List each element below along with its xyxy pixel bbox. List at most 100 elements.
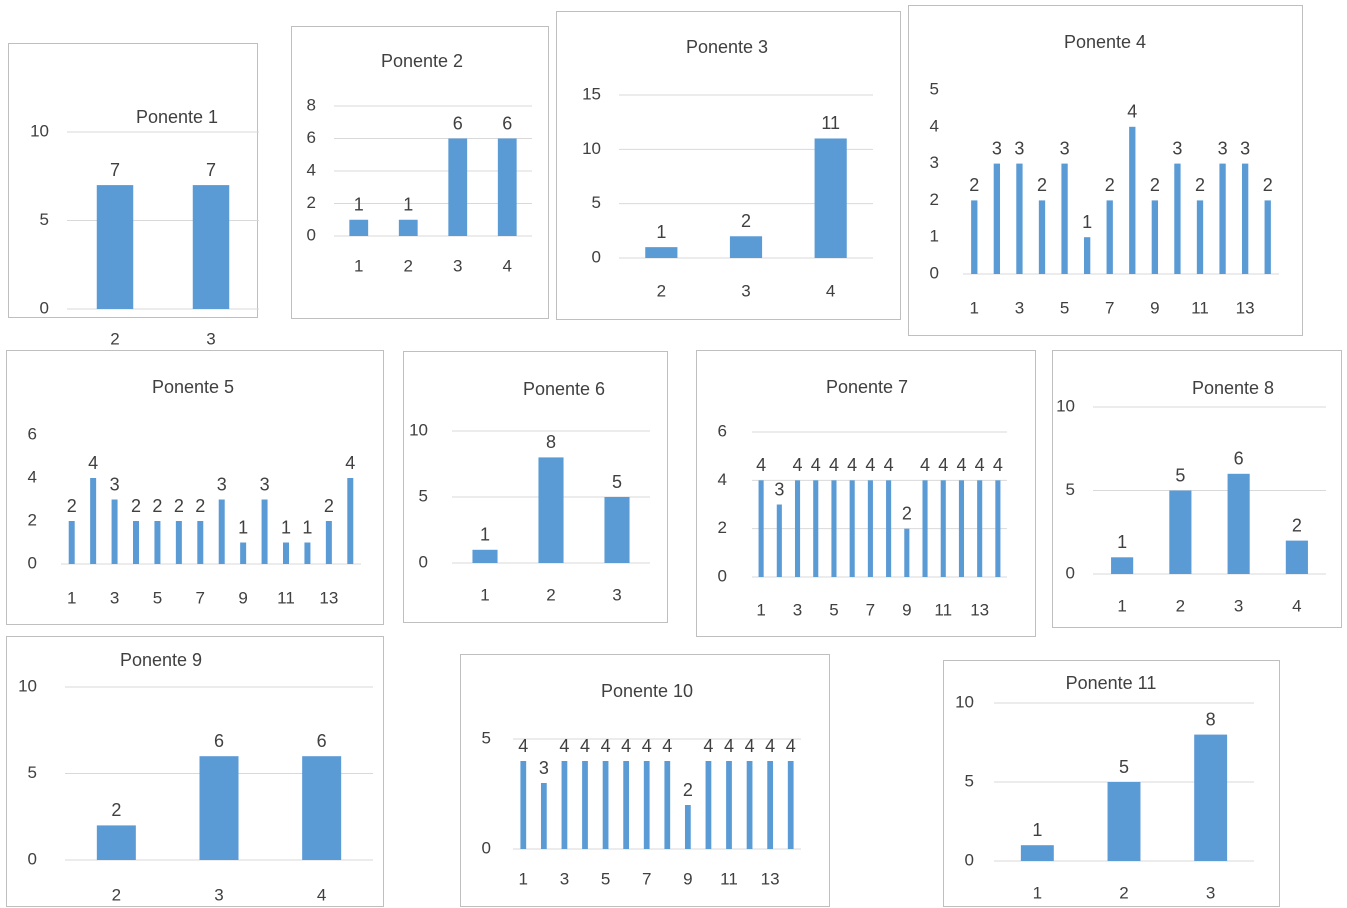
bar [995, 480, 1001, 577]
data-label: 1 [354, 195, 364, 215]
bar [1285, 540, 1308, 574]
bar [1264, 200, 1271, 274]
chart-svg-9: Ponente 9 0 5 10 2 2 6 3 6 4 [18, 650, 373, 904]
data-label: 3 [992, 138, 1002, 158]
x-tick-label: 2 [112, 885, 121, 904]
y-tick-label: 10 [30, 121, 49, 140]
bar [1107, 782, 1141, 861]
bar [1106, 200, 1113, 274]
y-tick-label: 5 [930, 79, 939, 98]
y-tick-label: 6 [718, 421, 727, 440]
data-label: 4 [345, 453, 355, 473]
x-tick-label: 11 [277, 588, 295, 607]
x-tick-label: 5 [153, 588, 162, 607]
data-label: 3 [1060, 138, 1070, 158]
bar [218, 499, 225, 564]
y-tick-label: 6 [28, 424, 37, 443]
data-label: 2 [969, 175, 979, 195]
data-label: 3 [1240, 138, 1250, 158]
bar [304, 542, 311, 564]
x-tick-label: 2 [404, 256, 413, 275]
data-label: 4 [621, 736, 631, 756]
y-tick-label: 2 [307, 193, 316, 212]
chart-panel-1: Ponente 1 0 5 10 7 2 7 3 [8, 43, 259, 348]
data-label: 4 [765, 736, 775, 756]
data-label: 4 [829, 455, 839, 475]
bar [582, 761, 588, 849]
x-tick-label: 1 [970, 298, 979, 317]
data-label: 6 [1234, 449, 1244, 469]
data-label: 3 [539, 758, 549, 778]
x-tick-label: 2 [546, 585, 555, 604]
data-label: 1 [480, 525, 490, 545]
bar [175, 521, 182, 564]
x-tick-label: 2 [110, 329, 119, 348]
data-label: 4 [756, 455, 766, 475]
y-tick-label: 2 [718, 518, 727, 537]
data-label: 2 [902, 503, 912, 523]
data-label: 2 [1037, 175, 1047, 195]
data-label: 3 [1218, 138, 1228, 158]
x-tick-label: 3 [612, 585, 621, 604]
x-tick-label: 4 [317, 885, 326, 904]
y-tick-label: 5 [40, 210, 49, 229]
data-label: 4 [993, 455, 1003, 475]
data-label: 4 [662, 736, 672, 756]
x-tick-label: 2 [1176, 596, 1185, 615]
data-label: 4 [920, 455, 930, 475]
data-label: 1 [302, 517, 312, 537]
data-label: 2 [683, 780, 693, 800]
chart-title: Ponente 6 [523, 379, 605, 399]
bar [787, 761, 794, 849]
bar [664, 761, 671, 849]
x-tick-label: 11 [934, 600, 952, 619]
chart-svg-8: Ponente 8 0 5 10 1 1 5 2 6 3 2 4 [1056, 378, 1326, 615]
data-label: 4 [975, 455, 985, 475]
chart-title: Ponente 7 [826, 377, 908, 397]
data-label: 4 [865, 455, 875, 475]
data-label: 2 [1263, 175, 1273, 195]
x-tick-label: 3 [1234, 596, 1243, 615]
x-tick-label: 13 [761, 869, 780, 888]
chart-title: Ponente 5 [152, 377, 234, 397]
y-tick-label: 1 [930, 227, 939, 246]
data-label: 2 [174, 496, 184, 516]
bar [729, 236, 763, 258]
x-tick-label: 1 [354, 256, 363, 275]
data-label: 7 [110, 160, 120, 180]
chart-title: Ponente 11 [1066, 673, 1157, 693]
y-tick-label: 0 [1066, 563, 1075, 582]
chart-panel-11: Ponente 11 0 5 10 1 1 5 2 8 3 [943, 660, 1280, 907]
data-label: 1 [1032, 820, 1042, 840]
bar [325, 521, 332, 564]
data-label: 4 [642, 736, 652, 756]
bar [68, 521, 75, 564]
y-tick-label: 0 [28, 553, 37, 572]
bar [746, 761, 753, 849]
bar [922, 480, 928, 577]
bar [538, 457, 564, 563]
bar [1227, 473, 1250, 574]
x-tick-label: 7 [1105, 298, 1114, 317]
data-label: 3 [260, 474, 270, 494]
bar [776, 504, 782, 577]
bar [561, 761, 568, 849]
y-tick-label: 0 [307, 225, 316, 244]
bar [904, 528, 910, 577]
data-label: 4 [938, 455, 948, 475]
bar [940, 480, 946, 577]
chart-svg-11: Ponente 11 0 5 10 1 1 5 2 8 3 [955, 673, 1254, 902]
x-tick-label: 4 [1292, 596, 1301, 615]
bar [684, 805, 691, 849]
y-tick-label: 0 [482, 838, 491, 857]
chart-svg-3: Ponente 3 0 5 10 15 1 2 2 3 11 4 [582, 37, 873, 300]
data-label: 1 [281, 517, 291, 537]
y-tick-label: 10 [955, 692, 974, 711]
x-tick-label: 13 [970, 600, 989, 619]
bar [643, 761, 650, 849]
y-tick-label: 6 [307, 128, 316, 147]
data-label: 7 [206, 160, 216, 180]
